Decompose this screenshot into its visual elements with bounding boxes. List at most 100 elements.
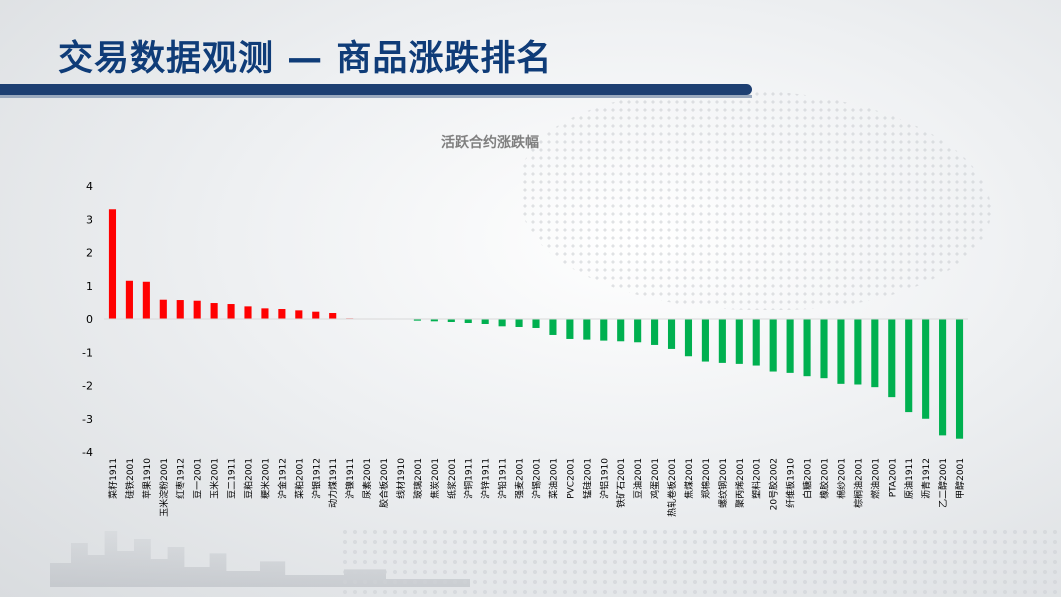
bar bbox=[278, 309, 286, 319]
x-tick-label: 燃油2001 bbox=[869, 458, 881, 499]
title-underline-accent bbox=[0, 95, 752, 98]
x-tick-label: 菜粕2001 bbox=[293, 458, 305, 499]
x-tick-label: 线材1910 bbox=[395, 458, 407, 499]
bar bbox=[295, 310, 303, 319]
x-tick-label: 苹果1910 bbox=[141, 458, 153, 499]
bar bbox=[617, 319, 625, 342]
x-tick-label: 菜籽1911 bbox=[107, 458, 119, 499]
y-tick-label: -2 bbox=[82, 380, 93, 393]
x-tick-label: 红枣1912 bbox=[175, 458, 187, 499]
x-tick-label: 棕榈油2001 bbox=[852, 458, 864, 508]
bar bbox=[413, 319, 421, 321]
x-tick-label: 纤维板1910 bbox=[785, 458, 797, 508]
bar bbox=[159, 299, 167, 319]
x-tick-label: PVC2001 bbox=[566, 458, 576, 499]
bar bbox=[210, 303, 218, 319]
x-tick-label: 焦炭2001 bbox=[429, 458, 441, 499]
x-tick-label: 螺纹钢2001 bbox=[717, 458, 729, 508]
x-tick-label: 硅铁2001 bbox=[124, 458, 136, 499]
bar bbox=[701, 319, 709, 362]
x-tick-label: 沪银1912 bbox=[310, 458, 322, 499]
bar bbox=[684, 319, 693, 357]
x-tick-label: 动力煤1911 bbox=[327, 458, 339, 508]
bar bbox=[532, 319, 540, 328]
bar bbox=[634, 319, 642, 343]
x-tick-label: 豆油2001 bbox=[632, 458, 644, 499]
x-tick-label: 豆粕2001 bbox=[243, 458, 255, 499]
bar bbox=[820, 319, 828, 379]
bar bbox=[244, 306, 252, 319]
x-tick-label: 郑棉2001 bbox=[700, 458, 712, 499]
x-tick-label: 焦煤2001 bbox=[683, 458, 695, 499]
title-underline bbox=[0, 84, 752, 95]
bar bbox=[786, 319, 794, 373]
bar bbox=[769, 319, 777, 372]
bar bbox=[803, 319, 811, 377]
bar bbox=[735, 319, 743, 364]
bar bbox=[939, 319, 947, 436]
x-tick-label: 强麦2001 bbox=[514, 458, 526, 499]
y-tick-label: 3 bbox=[86, 213, 93, 226]
x-tick-label: 胶合板2001 bbox=[378, 458, 390, 508]
x-axis-labels: 菜籽1911 硅铁2001 苹果1910 玉米淀粉2001 红枣1912 豆一2001 玉米… bbox=[107, 458, 966, 517]
x-tick-label: 菜油2001 bbox=[547, 458, 559, 499]
x-tick-label: 甲醇2001 bbox=[954, 458, 966, 499]
x-tick-label: 沪铅1911 bbox=[497, 458, 509, 499]
x-tick-label: 原油1911 bbox=[903, 458, 915, 499]
x-tick-label: 乙二醇2001 bbox=[937, 458, 949, 508]
bar bbox=[566, 319, 574, 339]
bars bbox=[108, 209, 964, 439]
bar bbox=[837, 319, 845, 384]
bar bbox=[549, 319, 557, 335]
x-tick-label: 白糖2001 bbox=[802, 458, 814, 499]
bar bbox=[430, 319, 438, 322]
bar bbox=[905, 319, 913, 413]
x-tick-label: 塑料2001 bbox=[751, 458, 763, 499]
x-tick-label: 锰硅2001 bbox=[581, 458, 593, 499]
bar bbox=[600, 319, 608, 341]
x-tick-label: 鸡蛋2001 bbox=[649, 458, 661, 499]
x-tick-label: 铁矿石2001 bbox=[615, 458, 627, 508]
page-title: 交易数据观测 — 商品涨跌排名 bbox=[58, 39, 553, 79]
x-tick-label: 豆一2001 bbox=[193, 458, 204, 499]
dot-pattern-decoration bbox=[340, 527, 1060, 597]
x-tick-label: 热轧卷板2001 bbox=[666, 458, 678, 517]
x-tick-label: 聚丙烯2001 bbox=[734, 458, 746, 508]
bar bbox=[464, 319, 472, 323]
x-tick-label: 玉米淀粉2001 bbox=[158, 458, 170, 517]
x-tick-label: 沪铝1910 bbox=[598, 458, 610, 499]
x-tick-label: 20号胶2002 bbox=[768, 458, 780, 510]
x-tick-label: 玻璃2001 bbox=[412, 458, 424, 499]
bar bbox=[329, 313, 337, 319]
world-map-decoration bbox=[521, 90, 991, 310]
bar bbox=[871, 319, 879, 388]
x-tick-label: 沪锌1911 bbox=[480, 458, 492, 499]
x-tick-label: 棉纱2001 bbox=[835, 458, 847, 499]
y-axis: 4 3 2 1 0 -1 -2 -3 -4 bbox=[82, 180, 93, 459]
bar bbox=[481, 319, 489, 324]
bar bbox=[515, 319, 523, 327]
bar bbox=[312, 311, 320, 319]
x-tick-label: 玉米2001 bbox=[209, 458, 221, 499]
bar bbox=[108, 209, 117, 319]
bar bbox=[447, 319, 455, 322]
bar bbox=[854, 319, 862, 385]
y-tick-label: -4 bbox=[82, 446, 93, 459]
bar bbox=[752, 319, 760, 366]
bar bbox=[583, 319, 591, 340]
x-tick-label: 尿素2001 bbox=[361, 458, 373, 499]
bar bbox=[718, 319, 726, 363]
x-tick-label: 橡胶2001 bbox=[819, 458, 831, 499]
bar bbox=[125, 280, 133, 319]
bar bbox=[227, 304, 235, 319]
y-tick-label: 1 bbox=[86, 280, 93, 293]
x-tick-label: 豆二1911 bbox=[227, 458, 238, 499]
x-tick-label: 沪镍1911 bbox=[344, 458, 356, 499]
x-tick-label: 粳米2001 bbox=[259, 458, 271, 499]
bar bbox=[955, 319, 964, 439]
x-tick-label: 沪锡2001 bbox=[531, 458, 543, 499]
bar bbox=[193, 300, 201, 319]
bar bbox=[651, 319, 659, 345]
bar bbox=[922, 319, 930, 419]
x-tick-label: 沥青1912 bbox=[920, 458, 932, 499]
